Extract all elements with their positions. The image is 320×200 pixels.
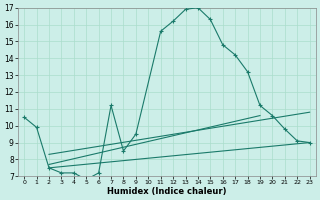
X-axis label: Humidex (Indice chaleur): Humidex (Indice chaleur) bbox=[107, 187, 227, 196]
